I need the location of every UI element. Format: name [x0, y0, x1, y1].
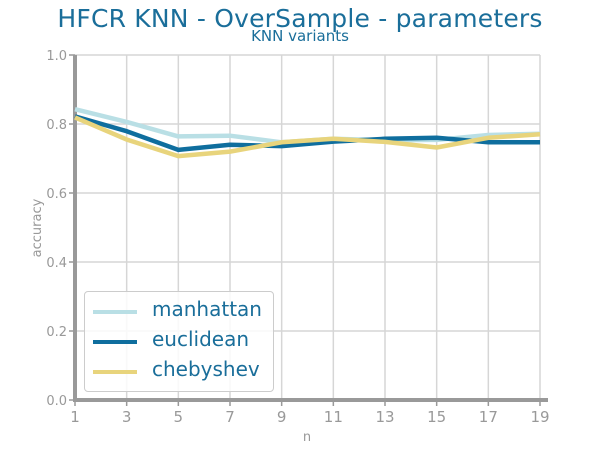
series-line-chebyshev	[74, 115, 541, 159]
x-tick-label: 5	[174, 408, 184, 426]
x-axis-label: n	[303, 430, 311, 445]
y-tick-label: 0.4	[46, 256, 67, 271]
tick-labels: 1 3 5 7 9 11 13 15 17 190.00.20.40.60.81.0	[46, 49, 549, 426]
y-tick-label: 0.0	[46, 394, 67, 409]
axes	[73, 55, 548, 402]
legend-swatch-euclidean	[93, 340, 137, 344]
legend-label-chebyshev: chebyshev	[152, 357, 260, 381]
series-line-euclidean	[74, 114, 540, 153]
chart-title: HFCR KNN - OverSample - parameters	[57, 4, 543, 33]
y-axis-label: accuracy	[30, 198, 45, 257]
x-tick-label: 7	[225, 408, 235, 426]
x-tick-label: 17	[479, 408, 498, 426]
x-tick-label: 1	[70, 408, 80, 426]
x-tick-label: 15	[427, 408, 446, 426]
legend-label-manhattan: manhattan	[152, 297, 262, 321]
legend-swatch-chebyshev	[93, 370, 137, 374]
x-tick-label: 13	[375, 408, 394, 426]
y-tick-label: 0.6	[46, 187, 67, 202]
legend-item-euclidean: euclidean	[85, 326, 273, 356]
y-tick-label: 0.8	[46, 118, 67, 133]
legend-item-chebyshev: chebyshev	[85, 356, 273, 386]
chart-subtitle: KNN variants	[251, 27, 349, 45]
y-tick-label: 0.2	[46, 325, 67, 340]
x-tick-label: 9	[277, 408, 287, 426]
series-lines	[74, 107, 541, 159]
x-tick-label: 11	[324, 408, 343, 426]
x-tick-label: 19	[530, 408, 549, 426]
legend-item-manhattan: manhattan	[85, 296, 273, 326]
legend-swatch-manhattan	[93, 310, 137, 314]
y-tick-label: 1.0	[46, 49, 67, 64]
legend: manhattan euclidean chebyshev	[84, 291, 274, 392]
legend-label-euclidean: euclidean	[152, 327, 250, 351]
x-tick-label: 3	[122, 408, 132, 426]
